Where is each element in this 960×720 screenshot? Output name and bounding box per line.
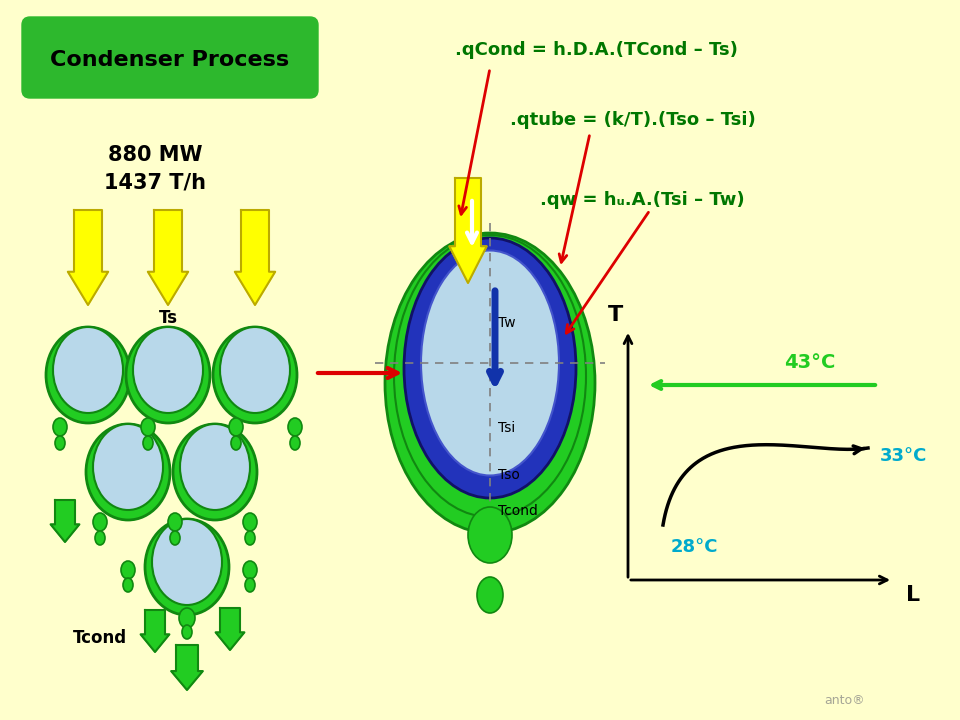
Polygon shape <box>148 210 188 305</box>
Polygon shape <box>171 645 203 690</box>
Ellipse shape <box>93 424 163 510</box>
Ellipse shape <box>180 424 250 510</box>
Ellipse shape <box>182 625 192 639</box>
Ellipse shape <box>243 513 257 531</box>
Text: 28°C: 28°C <box>671 538 718 556</box>
Text: Tcond: Tcond <box>73 629 127 647</box>
Ellipse shape <box>145 519 229 615</box>
Text: Tcond: Tcond <box>498 504 538 518</box>
Ellipse shape <box>143 436 153 450</box>
Text: .qCond = h.D.A.(TCond – Ts): .qCond = h.D.A.(TCond – Ts) <box>455 41 738 59</box>
Ellipse shape <box>229 418 243 436</box>
Ellipse shape <box>220 327 290 413</box>
Ellipse shape <box>404 238 576 498</box>
Ellipse shape <box>394 235 586 517</box>
Ellipse shape <box>55 436 65 450</box>
Ellipse shape <box>121 561 135 579</box>
Ellipse shape <box>213 327 297 423</box>
Text: 880 MW
1437 T/h: 880 MW 1437 T/h <box>104 145 206 193</box>
Ellipse shape <box>141 418 155 436</box>
Text: Tw: Tw <box>498 316 516 330</box>
Ellipse shape <box>179 608 195 628</box>
Ellipse shape <box>173 424 257 520</box>
Text: L: L <box>906 585 920 605</box>
Ellipse shape <box>245 578 255 592</box>
Ellipse shape <box>421 251 559 475</box>
Ellipse shape <box>168 513 182 531</box>
Ellipse shape <box>152 519 222 605</box>
Text: Condenser Process: Condenser Process <box>51 50 290 70</box>
Text: .qw = hᵤ.A.(Tsi – Tw): .qw = hᵤ.A.(Tsi – Tw) <box>540 191 745 209</box>
Polygon shape <box>235 210 276 305</box>
Ellipse shape <box>123 578 133 592</box>
Text: Tso: Tso <box>498 468 520 482</box>
Ellipse shape <box>86 424 170 520</box>
Text: 33°C: 33°C <box>880 447 927 465</box>
Polygon shape <box>449 178 487 283</box>
FancyBboxPatch shape <box>22 17 318 98</box>
Text: .qtube = (k/T).(Tso – Tsi): .qtube = (k/T).(Tso – Tsi) <box>510 111 756 129</box>
Ellipse shape <box>53 418 67 436</box>
Ellipse shape <box>95 531 105 545</box>
Ellipse shape <box>288 418 302 436</box>
Ellipse shape <box>468 507 512 563</box>
Polygon shape <box>51 500 80 542</box>
Polygon shape <box>140 610 169 652</box>
Ellipse shape <box>243 561 257 579</box>
Ellipse shape <box>170 531 180 545</box>
Text: 43°C: 43°C <box>784 354 836 372</box>
Ellipse shape <box>126 327 210 423</box>
Ellipse shape <box>133 327 203 413</box>
Polygon shape <box>68 210 108 305</box>
Text: Ts: Ts <box>158 309 178 327</box>
Text: anto®: anto® <box>825 693 865 706</box>
Text: Tsi: Tsi <box>498 421 516 435</box>
Polygon shape <box>216 608 245 650</box>
Text: T: T <box>609 305 624 325</box>
Ellipse shape <box>93 513 107 531</box>
Ellipse shape <box>477 577 503 613</box>
Ellipse shape <box>290 436 300 450</box>
Ellipse shape <box>46 327 130 423</box>
Ellipse shape <box>231 436 241 450</box>
Ellipse shape <box>385 233 595 533</box>
Ellipse shape <box>53 327 123 413</box>
Ellipse shape <box>245 531 255 545</box>
